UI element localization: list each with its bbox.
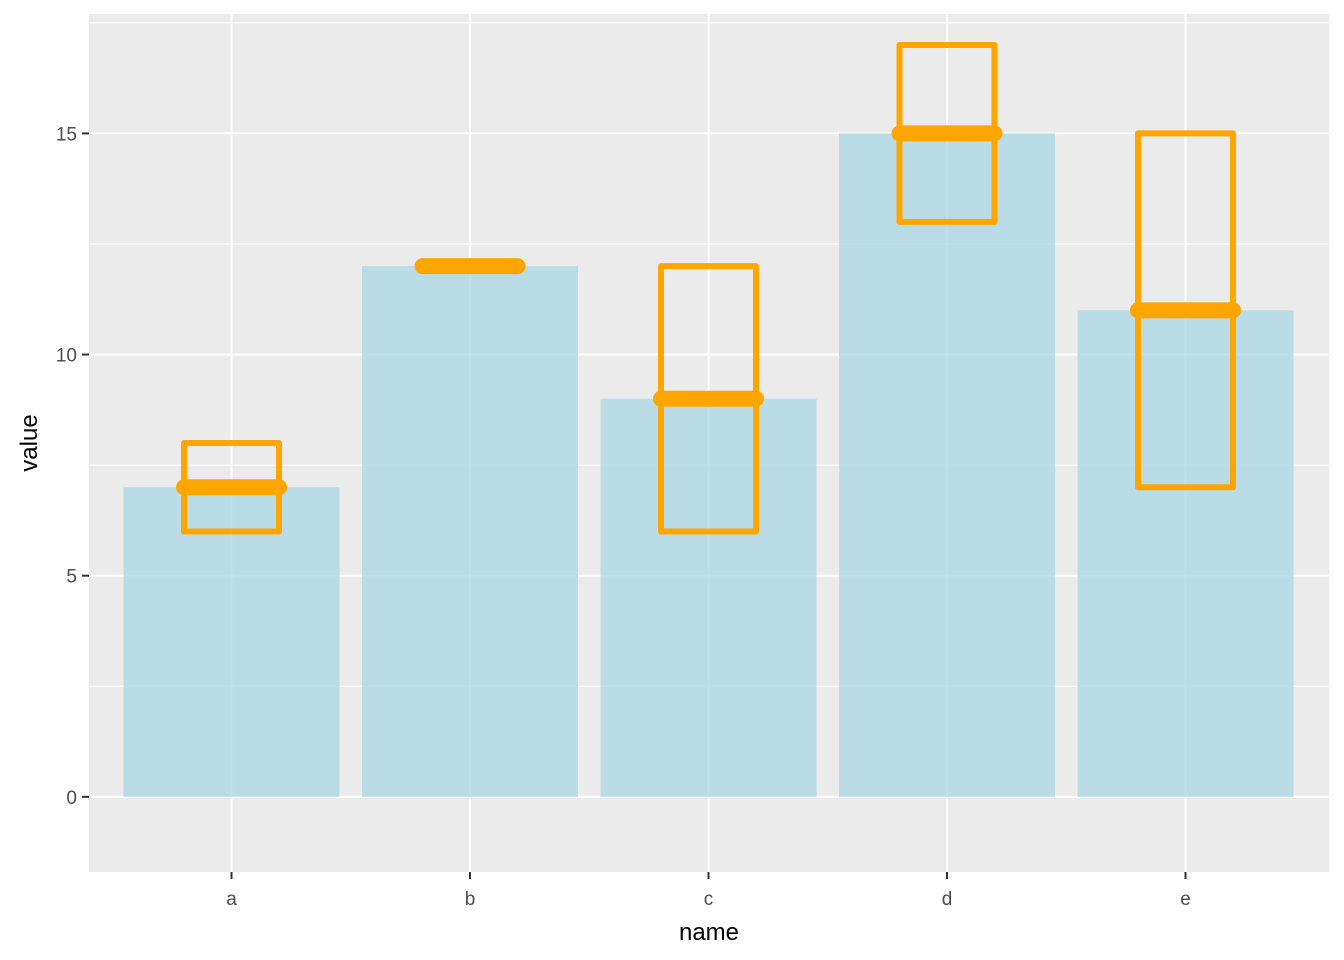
x-tick-label: d — [942, 889, 953, 910]
bar-c — [600, 398, 817, 797]
y-tick-label: 15 — [56, 124, 77, 145]
x-tick-label: c — [704, 889, 714, 910]
crossbars — [176, 41, 1241, 535]
x-axis: a b c d e — [226, 872, 1191, 910]
bars — [123, 133, 1294, 797]
bar-b — [362, 266, 578, 797]
x-axis-title: name — [679, 919, 739, 946]
x-tick-label: a — [226, 889, 237, 910]
y-axis-title: value — [16, 414, 43, 471]
x-tick-label: e — [1180, 889, 1191, 910]
y-tick-label: 10 — [56, 346, 77, 367]
bar-a — [123, 487, 340, 797]
y-tick-label: 0 — [66, 788, 77, 809]
y-axis: 0 5 10 15 — [56, 124, 89, 809]
bar-e — [1077, 310, 1294, 797]
x-tick-label: b — [465, 889, 476, 910]
y-tick-label: 5 — [66, 567, 77, 588]
bar-d — [839, 133, 1055, 797]
